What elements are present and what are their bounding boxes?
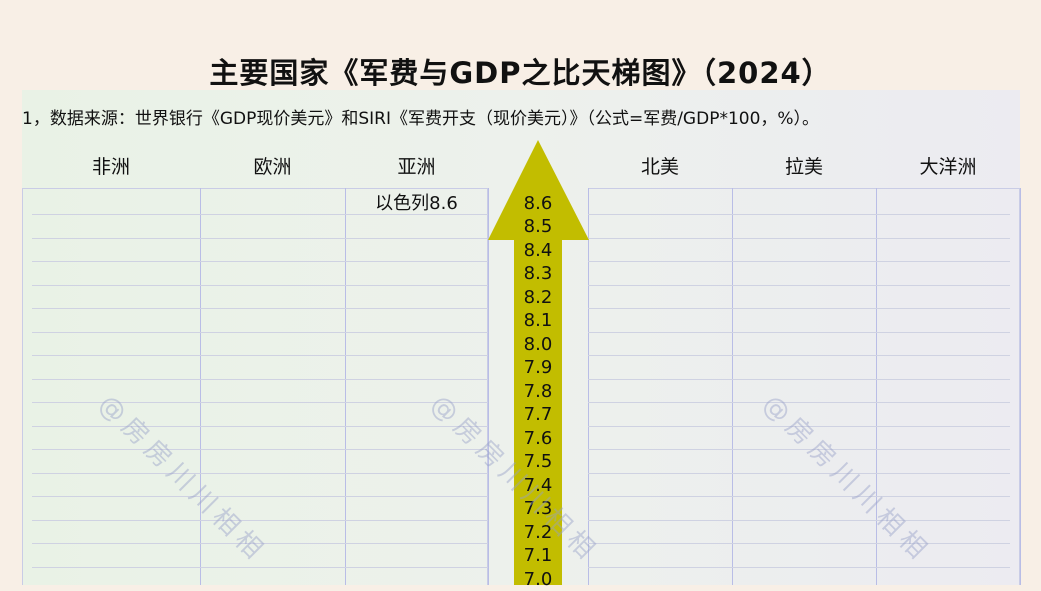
- country-entry: 以色列8.6: [345, 192, 488, 216]
- scale-tick-label: 8.2: [514, 286, 562, 310]
- scale-tick-label: 7.9: [514, 356, 562, 380]
- scale-tick-label: 8.4: [514, 239, 562, 263]
- scale-tick-label: 8.6: [514, 192, 562, 216]
- scale-tick-label: 7.0: [514, 568, 562, 591]
- scale-tick-label: 7.8: [514, 380, 562, 404]
- scale-tick-label: 7.7: [514, 403, 562, 427]
- scale-tick-label: 8.1: [514, 309, 562, 333]
- scale-tick-label: 8.5: [514, 215, 562, 239]
- scale-tick-label: 7.1: [514, 544, 562, 568]
- scale-tick-label: 8.3: [514, 262, 562, 286]
- scale-tick-label: 8.0: [514, 333, 562, 357]
- scale-tick-label: 7.6: [514, 427, 562, 451]
